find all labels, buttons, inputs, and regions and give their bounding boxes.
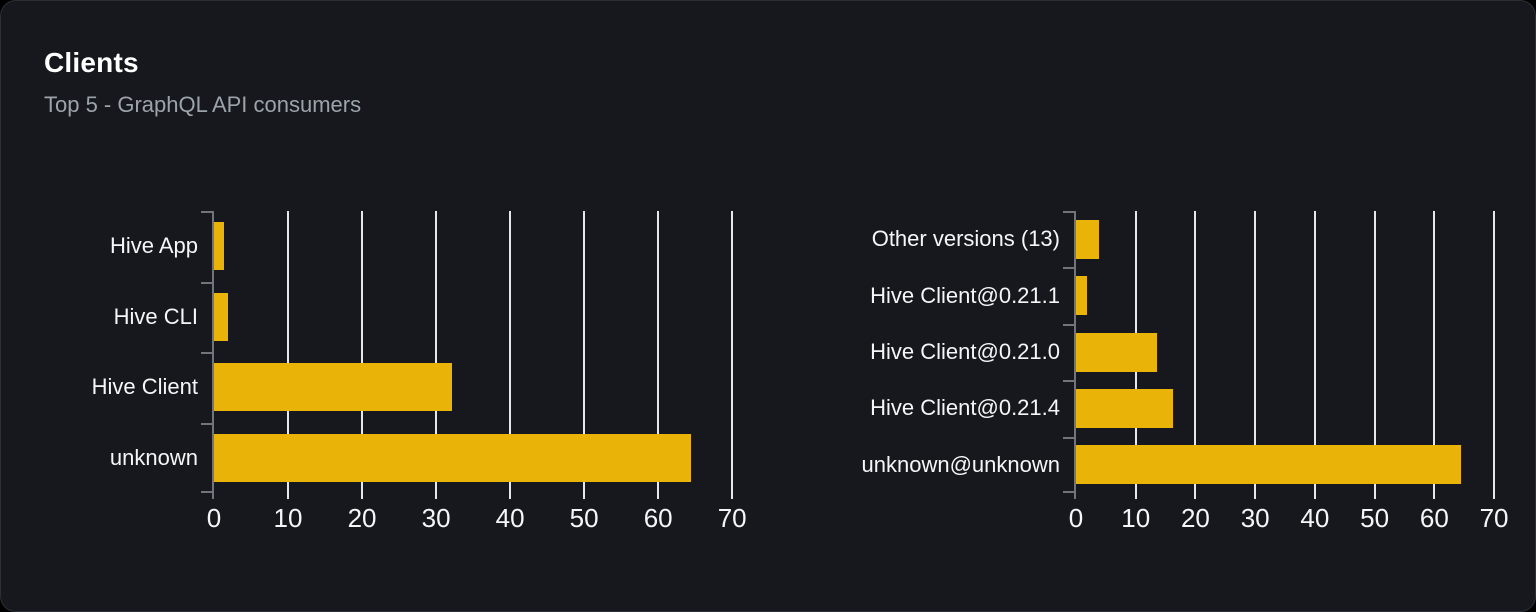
x-axis-tick [509, 493, 512, 499]
x-axis-tick [657, 493, 660, 499]
gridline [1433, 211, 1436, 493]
x-axis-tick [1254, 493, 1257, 499]
gridline [1493, 211, 1496, 493]
x-axis-label: 30 [1240, 503, 1270, 533]
x-axis-label: 20 [1180, 503, 1210, 533]
bar-unknown[interactable] [214, 434, 691, 482]
bar-hive-client[interactable] [214, 363, 453, 411]
category-label-unknown: unknown [109, 444, 198, 470]
category-label-hive-client: Hive Client [91, 374, 198, 400]
x-axis-label: 40 [1300, 503, 1330, 533]
bar-hive-client-0-21-0[interactable] [1076, 333, 1158, 372]
category-label-hive-client-0-21-0: Hive Client@0.21.0 [870, 338, 1060, 364]
gridline [583, 211, 586, 493]
category-label-hive-cli: Hive CLI [113, 303, 198, 329]
x-axis-label: 30 [421, 503, 451, 533]
gridline [509, 211, 512, 493]
y-axis-tick [201, 282, 212, 284]
x-axis-tick [287, 493, 290, 499]
x-axis-tick [1313, 493, 1316, 499]
x-axis-label: 50 [569, 503, 599, 533]
y-axis-tick [201, 491, 212, 493]
x-axis-tick [435, 493, 438, 499]
y-axis-tick [1063, 380, 1074, 382]
gridline [657, 211, 660, 493]
x-axis-label: 70 [717, 503, 747, 533]
x-axis-tick [1433, 493, 1436, 499]
clients-by-version-chart: 0 10 20 30 40 50 60 70 Other versions (13) Hive C… [862, 211, 1509, 532]
x-axis-label: 10 [273, 503, 303, 533]
x-axis-label: 70 [1479, 503, 1509, 533]
x-axis-label: 60 [1419, 503, 1449, 533]
y-axis-tick [201, 211, 212, 213]
gridline [1254, 211, 1257, 493]
bar-hive-app[interactable] [214, 222, 224, 270]
x-axis-label: 10 [1121, 503, 1151, 533]
gridline [1373, 211, 1376, 493]
category-label-hive-client-0-21-4: Hive Client@0.21.4 [870, 395, 1060, 421]
gridline [435, 211, 438, 493]
y-axis-tick [1063, 437, 1074, 439]
bar-hive-client-0-21-1[interactable] [1076, 276, 1087, 315]
y-axis-tick [1063, 211, 1074, 213]
bar-hive-cli[interactable] [214, 293, 229, 341]
bar-unknown-unknown[interactable] [1076, 445, 1461, 484]
x-axis-tick [361, 493, 364, 499]
card-subtitle: Top 5 - GraphQL API consumers [44, 92, 362, 117]
y-axis-tick [1063, 324, 1074, 326]
gridline [1313, 211, 1316, 493]
y-axis-line [1074, 211, 1076, 499]
x-axis-tick [1373, 493, 1376, 499]
bar-hive-client-0-21-4[interactable] [1076, 389, 1174, 428]
category-label-other-versions-13: Other versions (13) [871, 226, 1060, 252]
x-axis-tick [583, 493, 586, 499]
x-axis-tick [731, 493, 734, 499]
card-header: Clients Top 5 - GraphQL API consumers [44, 47, 361, 118]
y-axis-line [212, 211, 214, 499]
gridline [361, 211, 364, 493]
y-axis-tick [201, 423, 212, 425]
x-axis-tick [1493, 493, 1496, 499]
category-label-hive-client-0-21-1: Hive Client@0.21.1 [870, 282, 1060, 308]
gridline [731, 211, 734, 493]
category-label-hive-app: Hive App [109, 233, 198, 259]
y-axis-tick [201, 352, 212, 354]
x-axis-label: 60 [643, 503, 673, 533]
bar-other-versions-13[interactable] [1076, 220, 1100, 259]
x-axis-label: 40 [495, 503, 525, 533]
x-axis-tick [1134, 493, 1137, 499]
card-title: Clients [44, 47, 139, 78]
y-axis-tick [1063, 491, 1074, 493]
y-axis-tick [1063, 267, 1074, 269]
clients-by-name-chart: 0 10 20 30 40 50 60 70 Hive App Hive CLI Hive Clie… [92, 211, 747, 532]
category-label-unknown-unknown: unknown@unknown [861, 451, 1060, 477]
x-axis-label: 0 [206, 503, 222, 533]
x-axis-label: 0 [1068, 503, 1084, 533]
gridline [287, 211, 290, 493]
x-axis-tick [1194, 493, 1197, 499]
x-axis-label: 20 [347, 503, 377, 533]
x-axis-label: 50 [1360, 503, 1390, 533]
gridline [1194, 211, 1197, 493]
